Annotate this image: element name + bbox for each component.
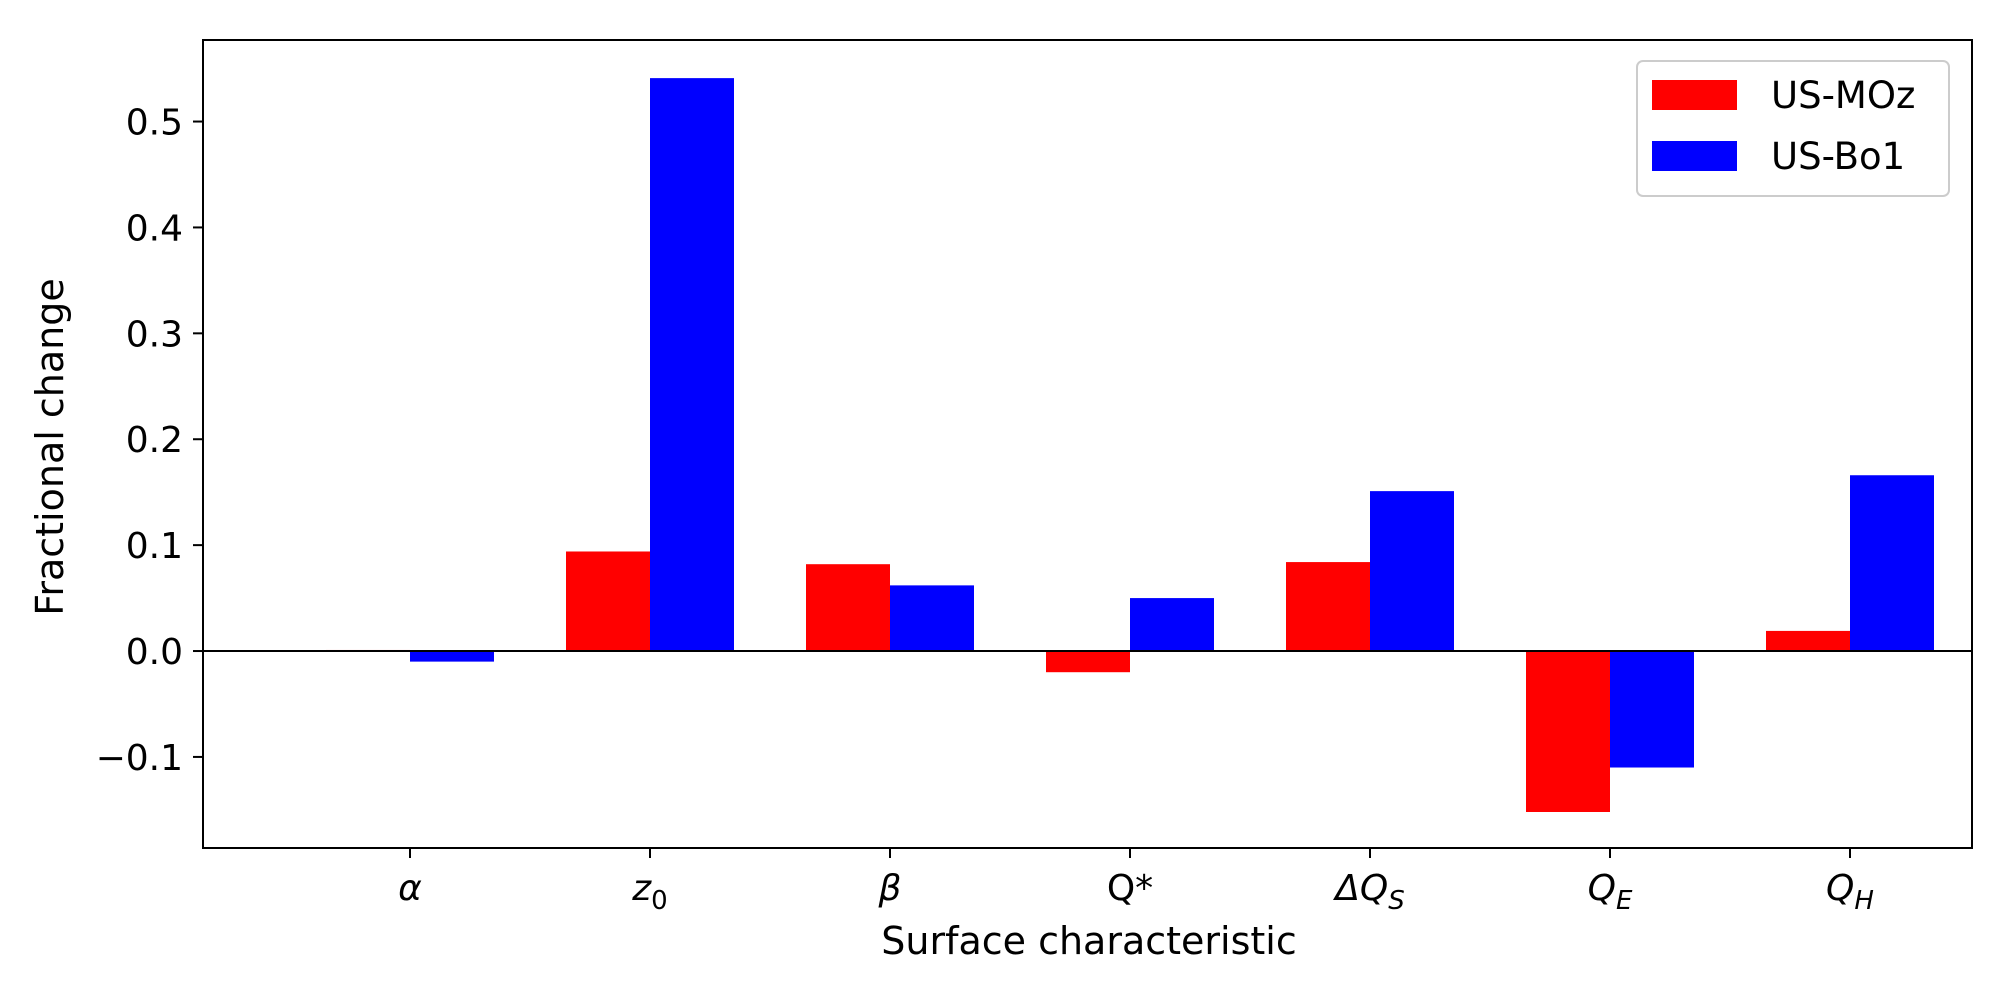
x-tick-label: QE — [1588, 868, 1633, 916]
bar-us-bo1-3 — [1130, 598, 1214, 652]
x-tick-label-subscript: E — [1616, 886, 1633, 916]
bar-us-bo1-6 — [1850, 475, 1934, 652]
x-tick-label-base: α — [398, 868, 422, 909]
y-tick-label: 0.2 — [126, 420, 183, 461]
legend: US-MOz US-Bo1 — [1636, 60, 1950, 197]
bars-layer — [326, 78, 1934, 812]
bar-us-bo1-2 — [890, 585, 974, 652]
bar-us-moz-2 — [806, 564, 890, 652]
y-tick-label: 0.3 — [126, 314, 183, 355]
x-axis-label: Surface characteristic — [881, 919, 1297, 963]
x-tick-label: Q* — [1107, 868, 1153, 909]
x-tick-label-subscript: S — [1388, 886, 1405, 916]
y-tick-label: 0.4 — [126, 208, 183, 249]
x-tick-label-subscript: 0 — [651, 886, 668, 916]
y-tick-label: 0.1 — [126, 526, 183, 567]
legend-label-us-bo1: US-Bo1 — [1771, 135, 1905, 178]
y-axis-label: Fractional change — [28, 278, 72, 615]
x-tick-label: ΔQS — [1332, 868, 1404, 916]
x-tick-label-base: Q* — [1107, 868, 1153, 909]
x-axis: α z0 β Q* ΔQS QE QH — [398, 848, 1874, 916]
y-axis: −0.1 0.0 0.1 0.2 0.3 0.4 0.5 — [96, 103, 203, 779]
bar-us-bo1-1 — [650, 78, 734, 652]
x-tick-label-base: ΔQ — [1332, 868, 1388, 909]
bar-us-bo1-5 — [1610, 651, 1694, 768]
legend-swatch-us-moz — [1652, 80, 1737, 110]
bar-us-bo1-4 — [1370, 491, 1454, 652]
bar-us-moz-6 — [1766, 630, 1850, 652]
x-tick-label-subscript: H — [1854, 886, 1874, 916]
x-tick-label-base: Q — [1588, 868, 1616, 909]
x-tick-label: z0 — [631, 868, 667, 916]
legend-swatch-us-bo1 — [1652, 141, 1737, 171]
x-tick-label-base: β — [878, 868, 902, 909]
bar-us-moz-4 — [1286, 562, 1370, 652]
bar-us-moz-3 — [1046, 651, 1130, 673]
x-tick-label: QH — [1826, 868, 1874, 916]
plot-frame — [202, 39, 1973, 849]
legend-label-us-moz: US-MOz — [1771, 74, 1915, 117]
x-tick-label-base: Q — [1826, 868, 1854, 909]
y-tick-label: 0.5 — [126, 103, 183, 144]
bar-us-moz-5 — [1526, 651, 1610, 812]
bar-us-moz-1 — [566, 551, 650, 652]
x-tick-label: β — [878, 868, 902, 909]
bar-us-bo1-0 — [410, 651, 494, 662]
x-tick-label: α — [398, 868, 422, 909]
x-tick-label-base: z — [631, 868, 652, 909]
y-tick-label: −0.1 — [96, 738, 183, 779]
y-tick-label: 0.0 — [126, 632, 183, 673]
